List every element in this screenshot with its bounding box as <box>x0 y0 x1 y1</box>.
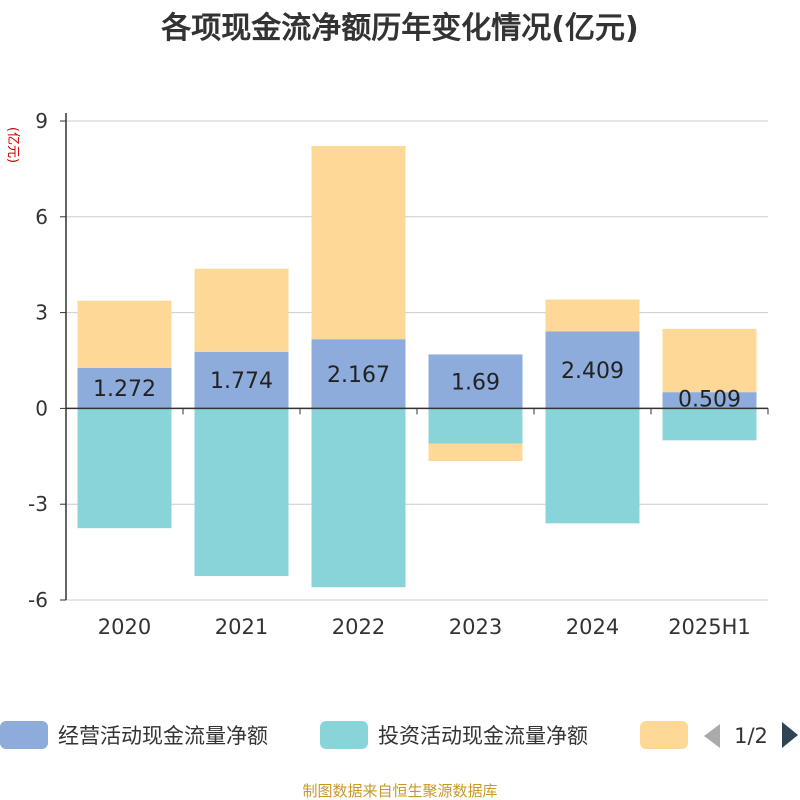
bar-segment <box>311 339 406 409</box>
bar-segment <box>662 392 757 409</box>
data-label: 1.69 <box>451 370 500 395</box>
x-tick-label: 2024 <box>566 615 619 639</box>
x-tick-label: 2025H1 <box>668 615 751 639</box>
legend-swatch <box>320 721 368 749</box>
legend-swatch <box>640 721 688 749</box>
bar-segment <box>428 408 523 444</box>
data-label: 1.272 <box>93 377 156 402</box>
bar-segment <box>194 408 289 577</box>
x-tick-label: 2021 <box>215 615 268 639</box>
source-note: 制图数据来自恒生聚源数据库 <box>302 782 497 800</box>
legend-prev-icon[interactable] <box>704 724 720 748</box>
data-label: 2.167 <box>327 363 390 388</box>
bar-segment <box>545 299 640 332</box>
bar-segment <box>77 408 172 529</box>
legend-label: 经营活动现金流量净额 <box>58 724 268 748</box>
bar-segment <box>545 331 640 409</box>
y-tick-label: -6 <box>28 588 48 612</box>
bar-segment <box>194 351 289 409</box>
y-tick-label: 9 <box>35 109 48 133</box>
y-tick-label: 3 <box>35 301 48 325</box>
legend-next-icon[interactable] <box>782 722 798 748</box>
data-label: 2.409 <box>561 359 624 384</box>
bar-segment <box>428 443 523 462</box>
chart-title: 各项现金流净额历年变化情况(亿元) <box>160 11 638 46</box>
y-tick-label: 6 <box>35 205 48 229</box>
x-tick-label: 2020 <box>98 615 151 639</box>
bar-segment <box>77 367 172 409</box>
bar-segment <box>545 408 640 524</box>
x-tick-label: 2022 <box>332 615 385 639</box>
legend-swatch <box>0 721 48 749</box>
legend-page-indicator: 1/2 <box>734 724 768 748</box>
y-axis-label: (亿元) <box>5 127 20 163</box>
bar-segment <box>662 408 757 441</box>
bar-segment <box>194 268 289 352</box>
bar-segment <box>662 328 757 393</box>
bar-segment <box>428 354 523 409</box>
bar-segment <box>311 408 406 588</box>
legend: 经营活动现金流量净额 投资活动现金流量净额 1/2 <box>0 721 798 749</box>
legend-label: 投资活动现金流量净额 <box>378 724 588 748</box>
bar-segment <box>311 146 406 340</box>
x-tick-label: 2023 <box>449 615 502 639</box>
data-label: 1.774 <box>210 369 273 394</box>
y-tick-label: -3 <box>28 492 48 516</box>
bar-segment <box>77 300 172 368</box>
y-tick-label: 0 <box>35 396 48 420</box>
